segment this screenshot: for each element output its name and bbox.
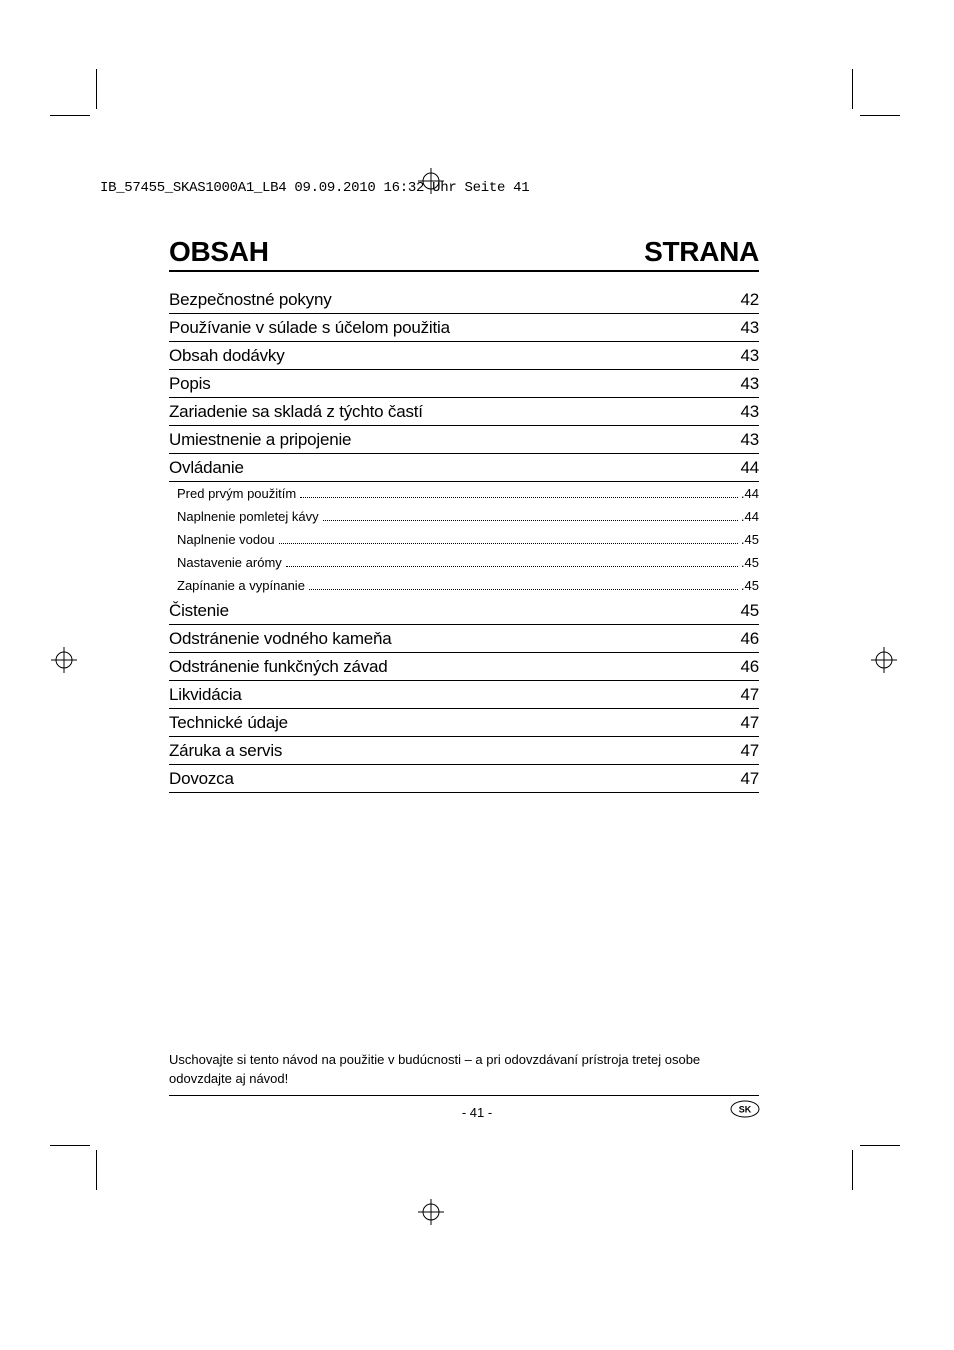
toc-major-page: 47	[740, 685, 759, 705]
toc-sub-row: Zapínanie a vypínanie .45	[169, 574, 759, 597]
toc-major-label: Obsah dodávky	[169, 346, 285, 366]
title-left: OBSAH	[169, 236, 269, 268]
toc-major-page: 42	[740, 290, 759, 310]
toc-major-page: 46	[740, 629, 759, 649]
toc-dots	[309, 589, 738, 590]
language-badge: SK	[730, 1100, 760, 1118]
toc-major-label: Ovládanie	[169, 458, 244, 478]
toc-sub-label: Zapínanie a vypínanie	[177, 578, 305, 593]
toc-major-label: Likvidácia	[169, 685, 242, 705]
toc-sub-row: Pred prvým použitím .44	[169, 482, 759, 505]
toc-major-label: Používanie v súlade s účelom použitia	[169, 318, 450, 338]
toc-major-page: 47	[740, 769, 759, 789]
toc-dots	[300, 497, 738, 498]
running-header: IB_57455_SKAS1000A1_LB4 09.09.2010 16:32…	[100, 180, 529, 196]
registration-mark-icon	[871, 647, 897, 673]
toc-major-label: Odstránenie vodného kameňa	[169, 629, 392, 649]
toc-sub-page: .45	[741, 578, 759, 593]
crop-mark	[50, 115, 90, 116]
toc-major-row: Technické údaje 47	[169, 709, 759, 737]
toc-major-row: Obsah dodávky 43	[169, 342, 759, 370]
toc-major-label: Záruka a servis	[169, 741, 282, 761]
registration-mark-icon	[418, 168, 444, 194]
toc-sub-page: .45	[741, 555, 759, 570]
toc-major-row: Odstránenie vodného kameňa 46	[169, 625, 759, 653]
toc-dots	[279, 543, 738, 544]
toc-major-row: Ovládanie 44	[169, 454, 759, 482]
toc-major-page: 43	[740, 318, 759, 338]
toc-dots	[286, 566, 738, 567]
crop-mark	[860, 115, 900, 116]
toc-major-label: Popis	[169, 374, 211, 394]
title-row: OBSAH STRANA	[169, 236, 759, 272]
toc-major-page: 43	[740, 402, 759, 422]
registration-mark-icon	[51, 647, 77, 673]
toc-sub-label: Pred prvým použitím	[177, 486, 296, 501]
content-block: OBSAH STRANA Bezpečnostné pokyny 42 Použív…	[169, 236, 759, 793]
toc-major-page: 44	[740, 458, 759, 478]
toc-major-page: 46	[740, 657, 759, 677]
toc-major-row: Likvidácia 47	[169, 681, 759, 709]
toc-major-label: Odstránenie funkčných závad	[169, 657, 388, 677]
toc-major-label: Umiestnenie a pripojenie	[169, 430, 351, 450]
footnote-text: Uschovajte si tento návod na použitie v …	[169, 1051, 759, 1096]
toc-major-row: Bezpečnostné pokyny 42	[169, 286, 759, 314]
toc-major-label: Bezpečnostné pokyny	[169, 290, 332, 310]
toc-major-row: Umiestnenie a pripojenie 43	[169, 426, 759, 454]
toc-sub-page: .45	[741, 532, 759, 547]
toc-sub-label: Naplnenie pomletej kávy	[177, 509, 319, 524]
toc-major-page: 43	[740, 374, 759, 394]
toc-sub-row: Naplnenie pomletej kávy .44	[169, 505, 759, 528]
toc-major-page: 45	[740, 601, 759, 621]
toc-sub-row: Nastavenie arómy .45	[169, 551, 759, 574]
crop-mark	[50, 1145, 90, 1146]
page-number: - 41 -	[0, 1105, 954, 1120]
toc-major-row: Zariadenie sa skladá z týchto častí 43	[169, 398, 759, 426]
table-of-contents: Bezpečnostné pokyny 42 Používanie v súlade…	[169, 286, 759, 793]
crop-mark	[852, 1150, 853, 1190]
toc-major-row: Záruka a servis 47	[169, 737, 759, 765]
toc-major-page: 47	[740, 713, 759, 733]
toc-major-label: Zariadenie sa skladá z týchto častí	[169, 402, 423, 422]
toc-major-label: Technické údaje	[169, 713, 288, 733]
toc-major-row: Odstránenie funkčných závad 46	[169, 653, 759, 681]
toc-major-row: Používanie v súlade s účelom použitia 43	[169, 314, 759, 342]
toc-dots	[323, 520, 738, 521]
toc-major-row: Popis 43	[169, 370, 759, 398]
crop-mark	[96, 69, 97, 109]
toc-sub-page: .44	[741, 509, 759, 524]
toc-major-page: 43	[740, 430, 759, 450]
toc-sub-page: .44	[741, 486, 759, 501]
toc-major-page: 43	[740, 346, 759, 366]
crop-mark	[96, 1150, 97, 1190]
registration-mark-icon	[418, 1199, 444, 1225]
toc-major-label: Čistenie	[169, 601, 229, 621]
toc-sub-label: Nastavenie arómy	[177, 555, 282, 570]
toc-major-label: Dovozca	[169, 769, 234, 789]
crop-mark	[860, 1145, 900, 1146]
toc-sub-row: Naplnenie vodou .45	[169, 528, 759, 551]
crop-mark	[852, 69, 853, 109]
toc-sub-label: Naplnenie vodou	[177, 532, 275, 547]
language-code: SK	[739, 1105, 752, 1115]
toc-major-page: 47	[740, 741, 759, 761]
toc-major-row: Čistenie 45	[169, 597, 759, 625]
title-right: STRANA	[644, 236, 759, 268]
toc-major-row: Dovozca 47	[169, 765, 759, 793]
